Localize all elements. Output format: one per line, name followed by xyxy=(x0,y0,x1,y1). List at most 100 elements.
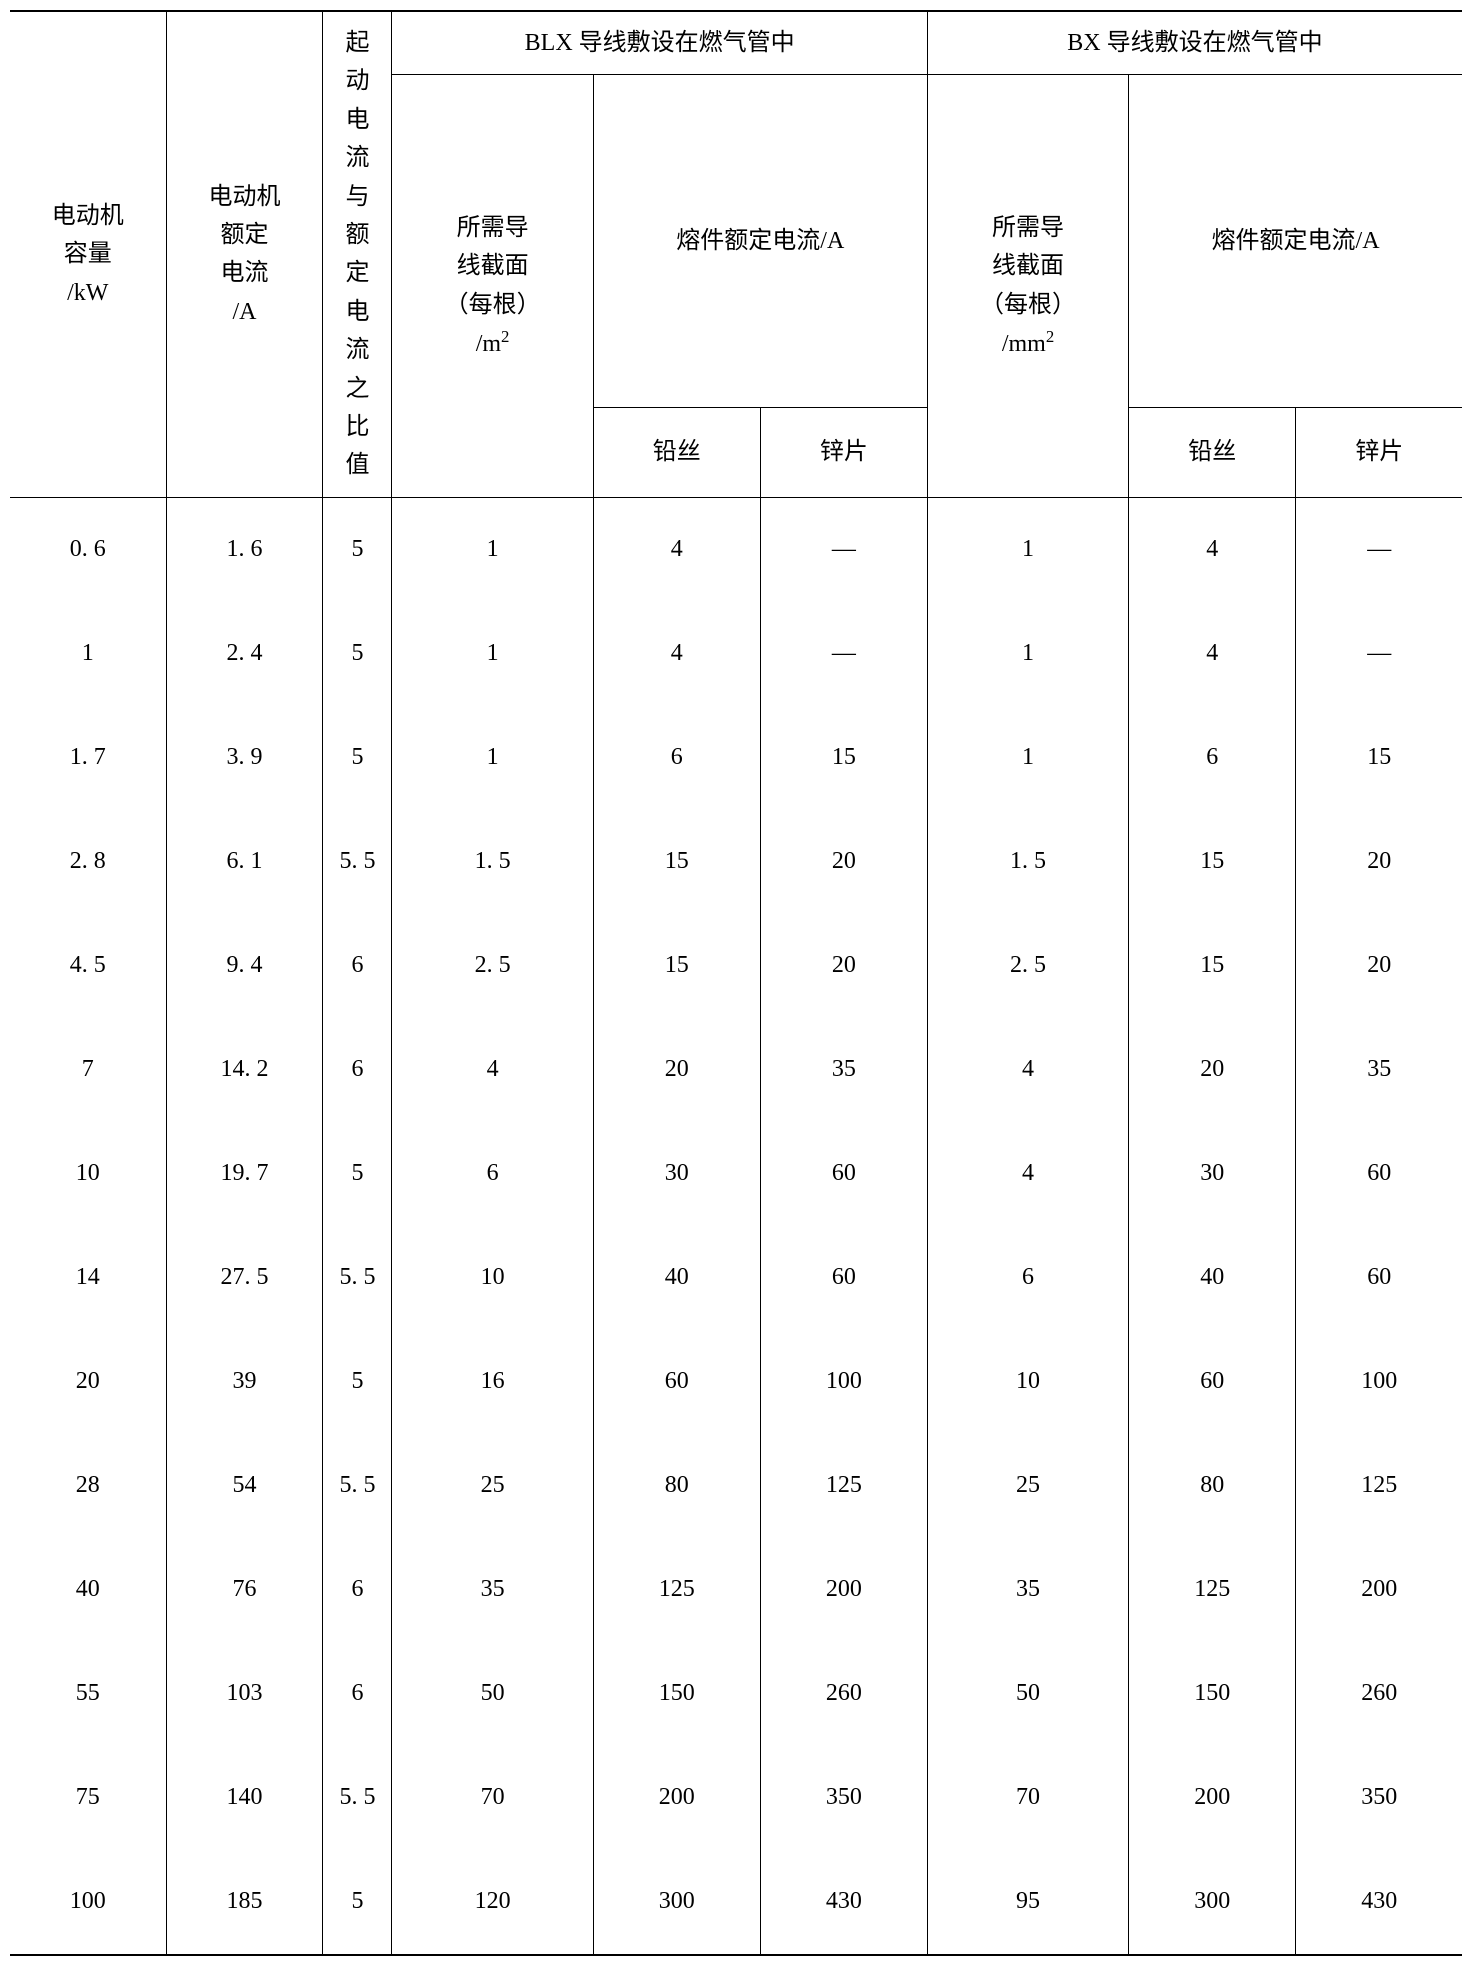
table-cell: 5. 5 xyxy=(323,1746,392,1850)
table-cell: 4 xyxy=(927,1122,1128,1226)
table-cell: 20 xyxy=(1296,810,1462,914)
table-cell: 200 xyxy=(593,1746,760,1850)
table-cell: 6 xyxy=(323,1538,392,1642)
table-cell: 20 xyxy=(760,810,927,914)
table-row: 1019. 756306043060 xyxy=(10,1122,1462,1226)
table-cell: 6 xyxy=(323,914,392,1018)
table-cell: 4 xyxy=(392,1018,593,1122)
table-row: 751405. 57020035070200350 xyxy=(10,1746,1462,1850)
table-row: 714. 264203542035 xyxy=(10,1018,1462,1122)
table-cell: 6 xyxy=(392,1122,593,1226)
table-cell: 15 xyxy=(593,914,760,1018)
table-cell: 2. 5 xyxy=(392,914,593,1018)
table-cell: 430 xyxy=(1296,1850,1462,1955)
table-cell: 0. 6 xyxy=(10,497,166,602)
table-cell: 125 xyxy=(593,1538,760,1642)
table-row: 2. 86. 15. 51. 515201. 51520 xyxy=(10,810,1462,914)
table-cell: 25 xyxy=(927,1434,1128,1538)
table-cell: 1 xyxy=(927,602,1128,706)
table-row: 28545. 525801252580125 xyxy=(10,1434,1462,1538)
header-bx-fuse: 熔件额定电流/A xyxy=(1129,75,1462,408)
table-cell: 10 xyxy=(927,1330,1128,1434)
table-cell: 35 xyxy=(1296,1018,1462,1122)
table-cell: 35 xyxy=(392,1538,593,1642)
table-cell: 27. 5 xyxy=(166,1226,323,1330)
table-cell: 4 xyxy=(1129,602,1296,706)
table-cell: 14 xyxy=(10,1226,166,1330)
table-cell: 1 xyxy=(927,497,1128,602)
table-cell: 10 xyxy=(392,1226,593,1330)
header-bx-zinc: 锌片 xyxy=(1296,407,1462,497)
table-cell: 1 xyxy=(927,706,1128,810)
table-cell: — xyxy=(1296,602,1462,706)
table-cell: 125 xyxy=(760,1434,927,1538)
table-cell: 15 xyxy=(1129,810,1296,914)
table-cell: 20 xyxy=(760,914,927,1018)
table-cell: 60 xyxy=(1129,1330,1296,1434)
table-cell: 30 xyxy=(1129,1122,1296,1226)
table-cell: 35 xyxy=(927,1538,1128,1642)
table-cell: 39 xyxy=(166,1330,323,1434)
table-cell: 430 xyxy=(760,1850,927,1955)
table-cell: 70 xyxy=(927,1746,1128,1850)
table-cell: 35 xyxy=(760,1018,927,1122)
table-cell: 120 xyxy=(392,1850,593,1955)
table-cell: 55 xyxy=(10,1642,166,1746)
header-blx-section: 所需导线截面（每根）/m2 xyxy=(392,75,593,497)
table-cell: 350 xyxy=(1296,1746,1462,1850)
table-cell: 5 xyxy=(323,1330,392,1434)
table-cell: 140 xyxy=(166,1746,323,1850)
table-row: 4. 59. 462. 515202. 51520 xyxy=(10,914,1462,1018)
table-row: 5510365015026050150260 xyxy=(10,1642,1462,1746)
header-blx-group: BLX 导线敷设在燃气管中 xyxy=(392,11,927,75)
header-bx-section: 所需导线截面（每根）/mm2 xyxy=(927,75,1128,497)
table-row: 100185512030043095300430 xyxy=(10,1850,1462,1955)
header-blx-lead: 铅丝 xyxy=(593,407,760,497)
header-rated-current: 电动机额定电流/A xyxy=(166,11,323,497)
table-cell: 1 xyxy=(10,602,166,706)
data-table: 电动机容量/kW 电动机额定电流/A 起动电流与额定电流之比值 BLX 导线敷设… xyxy=(10,10,1462,1956)
table-cell: 5 xyxy=(323,706,392,810)
table-cell: 80 xyxy=(1129,1434,1296,1538)
table-cell: 25 xyxy=(392,1434,593,1538)
table-cell: 1. 5 xyxy=(392,810,593,914)
table-cell: — xyxy=(760,602,927,706)
table-cell: 28 xyxy=(10,1434,166,1538)
table-cell: 2. 8 xyxy=(10,810,166,914)
table-cell: 6 xyxy=(323,1642,392,1746)
table-row: 0. 61. 6514—14— xyxy=(10,497,1462,602)
table-cell: 14. 2 xyxy=(166,1018,323,1122)
header-bx-group: BX 导线敷设在燃气管中 xyxy=(927,11,1462,75)
table-cell: 5. 5 xyxy=(323,810,392,914)
table-cell: 4. 5 xyxy=(10,914,166,1018)
table-cell: 54 xyxy=(166,1434,323,1538)
table-cell: 6 xyxy=(1129,706,1296,810)
header-blx-zinc: 锌片 xyxy=(760,407,927,497)
table-cell: 3. 9 xyxy=(166,706,323,810)
table-header: 电动机容量/kW 电动机额定电流/A 起动电流与额定电流之比值 BLX 导线敷设… xyxy=(10,11,1462,497)
table-cell: 100 xyxy=(1296,1330,1462,1434)
table-cell: 75 xyxy=(10,1746,166,1850)
table-cell: 76 xyxy=(166,1538,323,1642)
table-cell: 15 xyxy=(760,706,927,810)
header-blx-fuse: 熔件额定电流/A xyxy=(593,75,927,408)
table-cell: 300 xyxy=(593,1850,760,1955)
table-cell: 60 xyxy=(760,1226,927,1330)
table-cell: 350 xyxy=(760,1746,927,1850)
table-cell: 15 xyxy=(1296,706,1462,810)
table-cell: 1 xyxy=(392,497,593,602)
table-cell: 20 xyxy=(1129,1018,1296,1122)
table-cell: 200 xyxy=(1129,1746,1296,1850)
table-cell: 5 xyxy=(323,602,392,706)
table-cell: 6 xyxy=(593,706,760,810)
table-row: 1. 73. 9516151615 xyxy=(10,706,1462,810)
table-cell: 50 xyxy=(392,1642,593,1746)
table-cell: 70 xyxy=(392,1746,593,1850)
table-cell: 20 xyxy=(1296,914,1462,1018)
table-cell: 150 xyxy=(1129,1642,1296,1746)
table-row: 2039516601001060100 xyxy=(10,1330,1462,1434)
table-row: 1427. 55. 510406064060 xyxy=(10,1226,1462,1330)
table-cell: 16 xyxy=(392,1330,593,1434)
table-cell: 40 xyxy=(10,1538,166,1642)
table-cell: 9. 4 xyxy=(166,914,323,1018)
